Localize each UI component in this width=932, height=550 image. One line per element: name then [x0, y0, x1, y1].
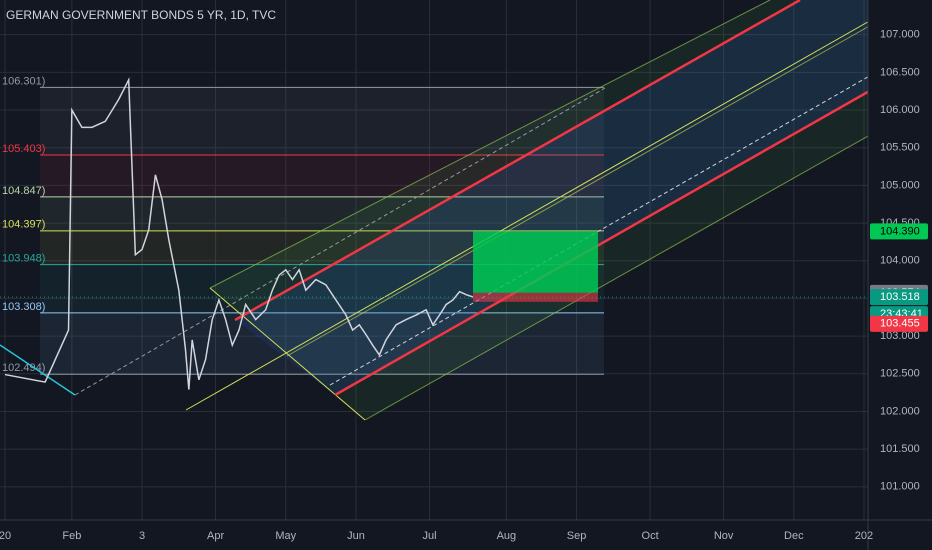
y-tick-label: 105.000: [880, 179, 920, 191]
x-tick-label: Aug: [497, 530, 517, 542]
y-tick-label: 101.000: [880, 481, 920, 493]
pitchfork-line: [185, 14, 881, 411]
x-tick-label: 202: [855, 530, 873, 542]
y-tick-label: 102.500: [880, 368, 920, 380]
level-label: 105.403): [2, 143, 45, 155]
x-tick-label: Apr: [207, 530, 224, 542]
y-tick-label: 103.000: [880, 330, 920, 342]
x-tick-label: Jun: [347, 530, 365, 542]
axes: 101.000 101.500 102.000 102.500 103.000 103.5…: [0, 29, 928, 542]
time-axis: [0, 520, 932, 550]
level-label: 103.948): [2, 253, 45, 265]
target-zone: [473, 231, 598, 293]
x-tick-label: Oct: [642, 530, 659, 542]
red-line: [334, 83, 881, 397]
channel-fill: [210, 0, 932, 420]
pitchfork-line: [286, 19, 881, 357]
level-label: 104.847): [2, 185, 45, 197]
x-tick-label: Sep: [567, 530, 587, 542]
y-tick-label: 101.500: [880, 443, 920, 455]
x-tick-label: May: [275, 530, 296, 542]
x-tick-label: 20: [0, 530, 11, 542]
y-tick-label: 106.000: [880, 104, 920, 116]
x-tick-label: Feb: [62, 530, 81, 542]
y-tick-label: 106.500: [880, 66, 920, 78]
level-label: 106.301): [2, 75, 45, 87]
trend-line: [0, 344, 76, 396]
pitchfork: [0, 0, 932, 421]
y-tick-label: 102.000: [880, 405, 920, 417]
red-line: [234, 0, 801, 322]
x-tick-label: Jul: [422, 530, 436, 542]
y-tick-label: 104.000: [880, 255, 920, 267]
level-band: [40, 312, 604, 375]
channel-fill: [235, 0, 880, 395]
y-tick-label: 105.500: [880, 142, 920, 154]
level-band: [40, 87, 604, 156]
price-tag: [870, 223, 928, 240]
plot: [0, 76, 868, 390]
x-tick-label: Dec: [784, 530, 804, 542]
x-tick-label: 3: [139, 530, 145, 542]
stop-zone: [473, 292, 598, 302]
x-tick-label: Nov: [714, 530, 734, 542]
level-label: 102.494): [2, 362, 45, 374]
level-label: 103.308): [2, 301, 45, 313]
price-tag-label: 103.455: [880, 318, 920, 330]
level-label: 104.397): [2, 219, 45, 231]
price-tag: [870, 289, 928, 306]
price-tag-label: 104.390: [880, 225, 920, 237]
channel-line: [209, 0, 771, 289]
level-band: [40, 155, 604, 197]
channel-line: [364, 99, 932, 421]
y-tick-label: 107.000: [880, 29, 920, 41]
dashed-line: [329, 69, 881, 386]
chart-title: GERMAN GOVERNMENT BONDS 5 YR, 1D, TVC: [6, 8, 276, 22]
price-axis: [868, 0, 932, 550]
price-tag: [870, 315, 928, 332]
price-line-series: [4, 76, 474, 390]
price-tag-label: 103.518: [880, 291, 920, 303]
pitchfork-handle: [209, 287, 366, 421]
